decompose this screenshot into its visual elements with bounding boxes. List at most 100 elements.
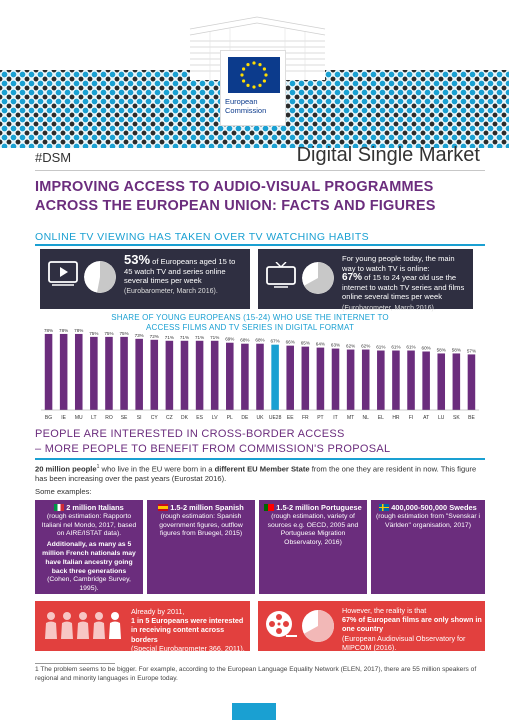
footnote-ref: 1 <box>96 464 100 470</box>
category-label: DE <box>241 415 249 421</box>
bar-value-label: 78% <box>74 328 83 333</box>
card2-pct: 67% <box>342 272 363 284</box>
main-heading: IMPROVING ACCESS TO AUDIO-VISUAL PROGRAM… <box>35 179 436 214</box>
pie-67-films-icon <box>302 610 334 642</box>
bar-value-label: 71% <box>210 335 219 340</box>
category-label: SK <box>453 415 460 421</box>
card2-lead: For young people today, the main way to … <box>342 254 455 273</box>
section2-divider <box>35 458 485 460</box>
category-label: EL <box>378 415 384 421</box>
bar-value-label: 61% <box>391 345 400 350</box>
sweden-flag-icon <box>379 504 390 511</box>
category-label: IE <box>61 415 66 421</box>
bar-dk <box>180 340 189 410</box>
category-label: MT <box>347 415 354 421</box>
bar-value-label: 58% <box>452 347 461 352</box>
bar-value-label: 57% <box>467 348 476 353</box>
bar-be <box>467 354 476 410</box>
card1-body: of Europeans aged 15 to 45 watch TV and … <box>124 257 236 286</box>
bar-value-label: 63% <box>331 343 340 348</box>
logo-text: European Commission <box>225 97 267 115</box>
category-label: PL <box>227 415 233 421</box>
intro-rest: from the one they are resident in now. T… <box>35 464 477 484</box>
bar-value-label: 68% <box>240 338 249 343</box>
bar-lv <box>210 340 219 410</box>
box3-body: (rough estimation, variety of sources e.… <box>267 512 359 547</box>
card2-body: of 15 to 24 year old use the internet to… <box>342 273 465 302</box>
stat-box-italians: 2 million Italians (rough estimation: Ra… <box>35 500 143 594</box>
person-head <box>95 612 103 620</box>
video-player-icon <box>48 261 78 286</box>
card1-text: 53% of Europeans aged 15 to 45 watch TV … <box>124 252 244 296</box>
red1-source: (Special Eurobarometer 366, 2011). <box>131 643 245 653</box>
box1-extra: Additionally, as many as 5 million Frenc… <box>42 541 136 575</box>
red2-bold: 67% of European films are only shown in … <box>342 615 482 634</box>
eu-flag-icon <box>228 57 280 93</box>
bar-lt <box>90 336 98 410</box>
red2-source: (European Audiovisual Observatory for MI… <box>342 633 466 652</box>
category-label: UE28 <box>269 415 282 421</box>
bar-chart: 78% BG 78% IE 78% MU 75% LT 75% RO 75% SE 73% SI 72% CY… <box>41 328 479 421</box>
bar-cy <box>150 339 159 410</box>
bar-cz <box>165 340 174 410</box>
person-head <box>63 612 71 620</box>
bar-ie <box>59 333 68 410</box>
category-label: LV <box>212 415 218 421</box>
bar-mu <box>74 333 83 410</box>
bar-value-label: 67% <box>271 339 280 344</box>
bar-ee <box>286 345 294 410</box>
intro-bold2: different EU Member State <box>214 464 310 474</box>
bar-hr <box>392 350 400 410</box>
bar-bg <box>44 333 53 410</box>
bar-value-label: 73% <box>135 333 144 338</box>
category-label: LT <box>91 415 96 421</box>
card2-source: (Eurobarometer, March 2016). <box>342 304 436 312</box>
bar-ue28 <box>271 344 279 410</box>
red2-text: However, the reality is that 67% of Euro… <box>342 606 482 652</box>
stat-box-films: However, the reality is that 67% of Euro… <box>258 601 485 652</box>
bar-value-label: 62% <box>346 344 355 349</box>
spain-flag-icon <box>158 504 169 511</box>
category-label: AT <box>423 415 429 421</box>
red2-line1: However, the reality is that <box>342 606 427 615</box>
bar-value-label: 71% <box>165 335 174 340</box>
box4-header: 400,000-500,000 Swedes <box>391 503 477 512</box>
category-label: FR <box>302 415 309 421</box>
film-reel-icon <box>266 611 297 637</box>
section2-title: PEOPLE ARE INTERESTED IN CROSS-BORDER AC… <box>35 427 485 457</box>
box1-extra-source: (Cohen, Cambridge Survey, 1995). <box>47 576 131 593</box>
portugal-flag-icon <box>264 504 275 511</box>
bar-fr <box>301 346 310 410</box>
category-label: CZ <box>166 415 173 421</box>
bar-fi <box>407 350 415 410</box>
box1-body: (rough estimation: Rapporto Italiani nel… <box>41 512 137 538</box>
italy-flag-icon <box>54 504 65 511</box>
box4-body: (rough estimation from "Svenskar i Värld… <box>375 512 481 529</box>
box2-body: (rough estimation: Spanish government fi… <box>159 512 243 538</box>
card1-pct: 53% <box>124 252 151 267</box>
footnote-divider <box>35 663 115 664</box>
bar-value-label: 61% <box>406 345 415 350</box>
intro-paragraph: 20 million people1 who live in the EU we… <box>35 463 485 484</box>
bar-value-label: 75% <box>104 331 113 336</box>
bar-value-label: 64% <box>316 342 325 347</box>
stat-box-swedes: 400,000-500,000 Swedes (rough estimation… <box>371 500 485 594</box>
stat-card-young-people: For young people today, the main way to … <box>258 249 473 312</box>
chart-title: SHARE OF YOUNG EUROPEANS (15-24) WHO USE… <box>111 313 389 332</box>
category-label: UK <box>257 415 265 421</box>
category-label: SI <box>137 415 142 421</box>
bar-si <box>135 338 143 410</box>
red1-bold: 1 in 5 Europeans were interested in rece… <box>131 616 244 644</box>
bar-value-label: 62% <box>361 344 370 349</box>
bar-value-label: 58% <box>437 347 446 352</box>
person-head <box>47 612 55 620</box>
section2-title-line1: PEOPLE ARE INTERESTED IN CROSS-BORDER AC… <box>35 428 345 440</box>
card1-source: (Eurobarometer, March 2016). <box>124 287 218 295</box>
bar-uk <box>256 343 264 410</box>
examples-label: Some examples: <box>35 487 92 496</box>
person-body <box>93 621 105 639</box>
red1-line1: Already by 2011, <box>131 607 185 616</box>
section2-title-line2: – MORE PEOPLE TO BENEFIT FROM COMMISSION… <box>35 443 391 455</box>
section1-title: ONLINE TV VIEWING HAS TAKEN OVER TV WATC… <box>35 231 370 243</box>
bar-sk <box>452 353 461 410</box>
